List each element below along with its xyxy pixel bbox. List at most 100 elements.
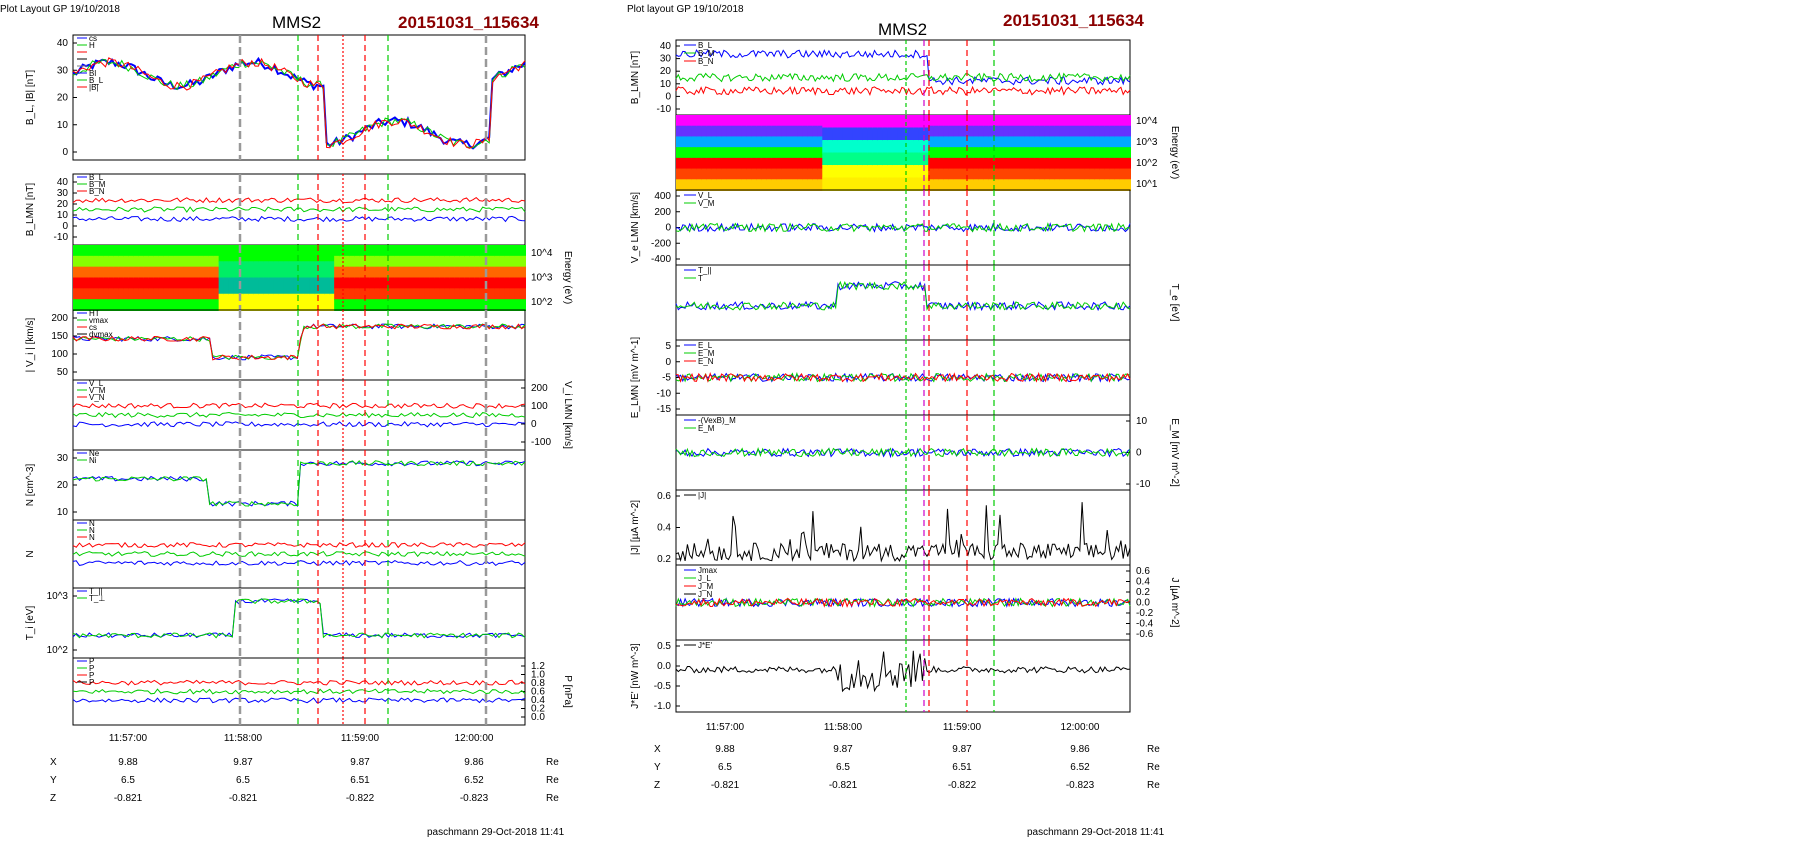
spectrogram-cell — [374, 288, 381, 301]
spectrogram-cell — [847, 140, 854, 154]
spectrogram-cell — [711, 136, 718, 149]
spectrogram-cell — [309, 277, 316, 295]
spectrogram-cell — [454, 245, 461, 257]
spectrogram-cell — [857, 165, 864, 179]
y-tick-label: 0 — [665, 91, 671, 102]
spectrogram-cell — [726, 179, 733, 191]
spectrogram-cell — [958, 179, 965, 191]
spectrogram-cell — [827, 165, 834, 179]
y-tick-label: 0.2 — [531, 704, 545, 715]
y-axis-label: J*E' [nW m^-3] — [630, 643, 641, 709]
spectrogram-cell — [334, 266, 341, 279]
spectrogram-cell — [304, 293, 311, 311]
spectrogram-cell — [716, 147, 723, 159]
spectrogram-cell — [1114, 179, 1121, 191]
spectrogram-cell — [193, 245, 200, 257]
spectrogram-cell — [374, 245, 381, 257]
spectrogram-cell — [469, 245, 476, 257]
spectrogram-cell — [434, 266, 441, 279]
spectrogram-cell — [1013, 147, 1021, 159]
spectrogram-cell — [968, 125, 975, 138]
spectrogram-cell — [188, 255, 195, 268]
y-tick-label: 0 — [665, 223, 671, 234]
spectrogram-cell — [908, 127, 915, 141]
spectrogram-cell — [424, 266, 431, 279]
spectrogram-cell — [1024, 125, 1031, 138]
spectrogram-cell — [691, 147, 698, 159]
spectrogram-cell — [1064, 179, 1071, 191]
spectrogram-cell — [1119, 168, 1126, 181]
spectrogram-cell — [424, 277, 431, 290]
spectrogram-cell — [948, 168, 955, 181]
spectrogram-cell — [1054, 115, 1061, 127]
spectrogram-cell — [892, 152, 899, 166]
spectrogram-cell — [827, 127, 834, 141]
spectrogram-cell — [1089, 115, 1096, 127]
spectrogram-cell — [1044, 147, 1051, 159]
spectrogram-cell — [978, 168, 985, 181]
spectrogram-cell — [364, 288, 371, 301]
spectrogram-cell — [324, 293, 331, 311]
spectrogram-cell — [499, 299, 506, 311]
spectrogram-cell — [696, 147, 703, 159]
spectrogram-cell — [334, 245, 341, 257]
spectrogram-cell — [128, 277, 135, 290]
spectrogram-cell — [968, 115, 975, 127]
spectrogram-cell — [837, 127, 844, 141]
y-axis-label: T_i [eV] — [25, 606, 36, 641]
left-pos-label: X — [50, 757, 57, 768]
spectrogram-cell — [394, 255, 401, 268]
spectrogram-cell — [128, 299, 135, 311]
spectrogram-cell — [1024, 115, 1031, 127]
spectrogram-cell — [776, 115, 783, 127]
spectrogram-cell — [746, 115, 753, 127]
spectrogram-cell — [877, 127, 884, 141]
spectrogram-cell — [983, 136, 990, 149]
left-pos-value: 9.86 — [464, 757, 484, 768]
spectrogram-cell — [877, 165, 884, 179]
spectrogram-cell — [168, 255, 175, 268]
spectrogram-cell — [746, 157, 753, 170]
spectrogram-cell — [409, 255, 416, 268]
spectrogram-cell — [721, 115, 728, 127]
spectrogram-cell — [827, 140, 834, 154]
spectrogram-cell — [978, 125, 985, 138]
spectrogram-cell — [138, 299, 145, 311]
spectrogram-cell — [1109, 157, 1116, 170]
spectrogram-cell — [429, 245, 436, 257]
spectrogram-cell — [384, 288, 391, 301]
spectrogram-cell — [449, 266, 456, 279]
spectrogram-cell — [716, 125, 723, 138]
y-tick-label: 0.2 — [1136, 587, 1150, 598]
y-axis-label: P [nPa] — [562, 675, 573, 708]
spectrogram-cell — [872, 115, 879, 129]
spectrogram-cell — [489, 266, 496, 279]
spectrogram-cell — [761, 136, 768, 149]
spectrogram-cell — [263, 277, 270, 295]
spectrogram-cell — [746, 147, 753, 159]
spectrogram-cell — [711, 125, 718, 138]
spectrogram-cell — [449, 255, 456, 268]
spectrogram-cell — [404, 266, 411, 279]
spectrogram-cell — [696, 179, 703, 191]
data-series-line — [72, 697, 526, 704]
right-title: MMS2 — [878, 20, 927, 39]
spectrogram-cell — [98, 255, 105, 268]
legend-entry: J_M — [698, 582, 713, 591]
spectrogram-cell — [938, 147, 945, 159]
spectrogram-cell — [319, 245, 326, 263]
spectrogram-cell — [1079, 168, 1086, 181]
spectrogram-cell — [479, 299, 486, 311]
legend-entry: N — [89, 526, 95, 535]
spectrogram-cell — [696, 125, 703, 138]
spectrogram-cell — [802, 147, 809, 159]
legend-entry: |J| — [698, 491, 706, 500]
spectrogram-cell — [1064, 136, 1071, 149]
left-pos-value: -0.821 — [229, 793, 258, 804]
spectrogram-cell — [1019, 115, 1026, 127]
spectrogram-cell — [1059, 125, 1066, 138]
spectrogram-cell — [711, 179, 718, 191]
spectrogram-cell — [78, 255, 85, 268]
spectrogram-cell — [701, 125, 708, 138]
